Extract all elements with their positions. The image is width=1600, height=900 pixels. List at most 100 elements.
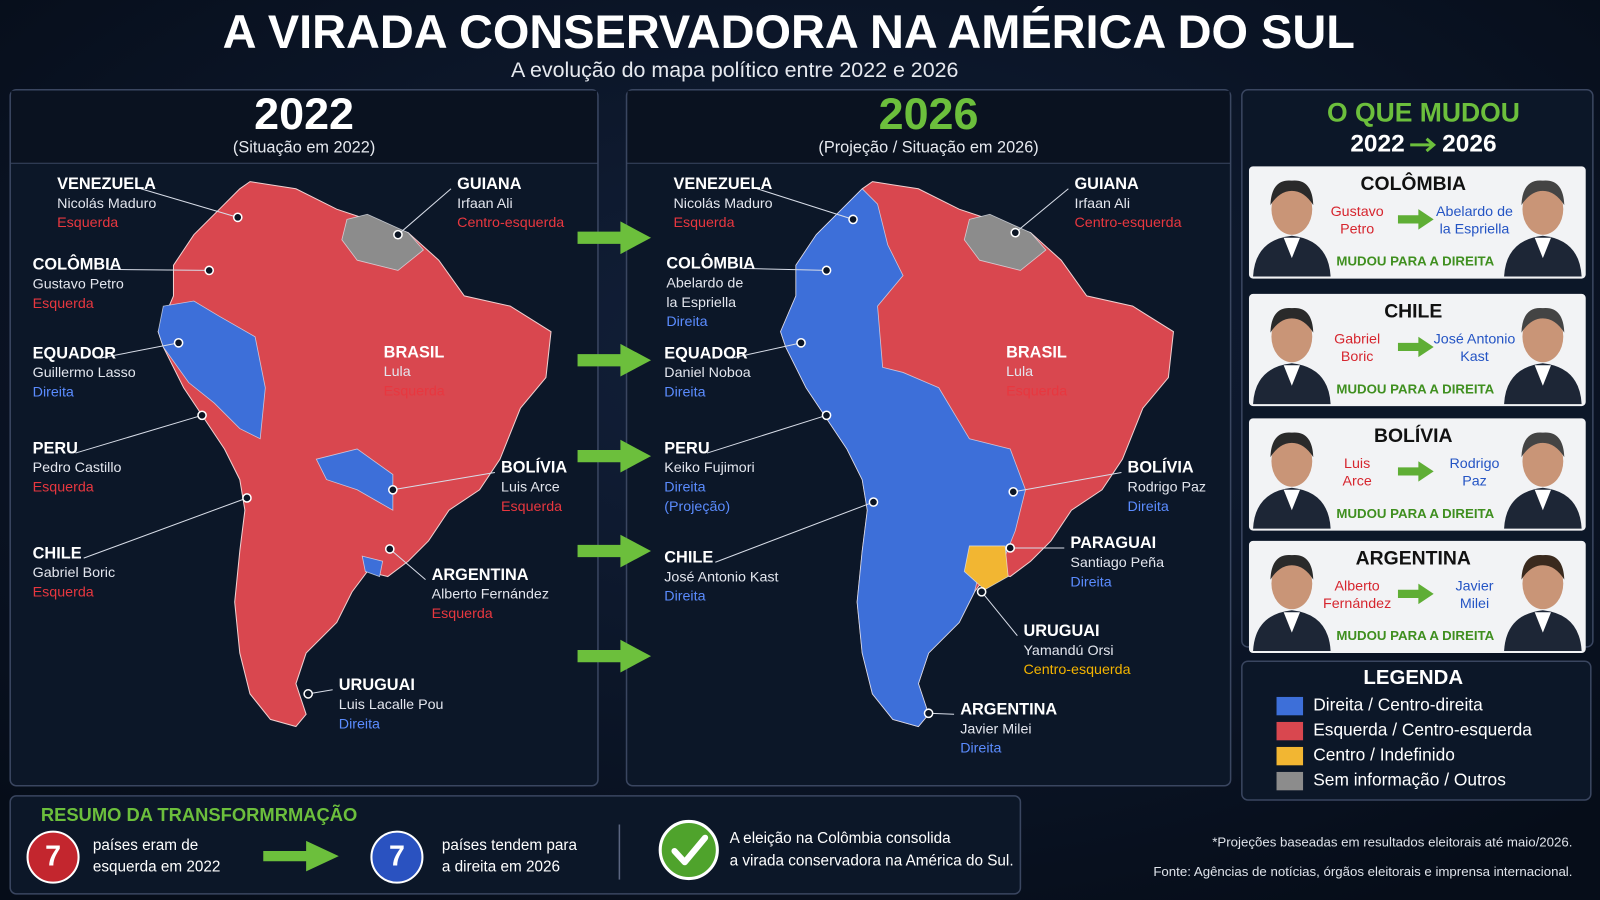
portrait-head bbox=[1522, 183, 1564, 235]
count-text: a direita em 2026 bbox=[442, 858, 560, 875]
portrait-collar bbox=[1534, 365, 1552, 386]
before-leader: Boric bbox=[1341, 349, 1374, 365]
portrait-collar bbox=[1283, 237, 1300, 259]
leader-name: Abelardo de bbox=[666, 275, 743, 291]
card-country: CHILE bbox=[1384, 300, 1442, 322]
leader-line bbox=[389, 548, 426, 580]
orientation: Esquerda bbox=[1006, 384, 1067, 400]
map-caption: (Projeção / Situação em 2026) bbox=[818, 138, 1038, 156]
leader-line bbox=[99, 342, 179, 359]
location-dot bbox=[1010, 227, 1021, 238]
location-dot bbox=[796, 338, 806, 348]
count-value: 7 bbox=[45, 841, 61, 873]
orientation: Esquerda bbox=[33, 480, 94, 496]
before-leader: Arce bbox=[1342, 473, 1371, 489]
country-name: URUGUAI bbox=[339, 676, 415, 694]
country-name: VENEZUELA bbox=[673, 175, 772, 193]
arrow bbox=[1410, 137, 1437, 153]
card-status: MUDOU PARA A DIREITA bbox=[1336, 381, 1494, 396]
leader-line bbox=[397, 188, 452, 236]
country-name: PERU bbox=[664, 439, 709, 457]
changes-to: 2026 bbox=[1442, 130, 1496, 157]
count-text: países eram de bbox=[93, 837, 198, 854]
portrait-head bbox=[1522, 558, 1564, 610]
country-region bbox=[341, 213, 425, 271]
leader-name: Luis Arce bbox=[501, 480, 560, 496]
leader-name: Alberto Fernández bbox=[432, 587, 549, 603]
before-leader: Gabriel bbox=[1334, 332, 1380, 348]
before-leader: Gustavo bbox=[1331, 204, 1384, 220]
leader-name: Gustavo Petro bbox=[33, 276, 124, 292]
orientation: Direita bbox=[33, 385, 74, 401]
map-panel-header bbox=[11, 90, 597, 164]
map-year: 2022 bbox=[254, 88, 354, 139]
subtitle: A evolução do mapa político entre 2022 e… bbox=[511, 58, 958, 82]
leader-line bbox=[108, 268, 210, 271]
location-dot bbox=[821, 265, 832, 276]
orientation: Direita bbox=[1128, 499, 1169, 515]
location-dot bbox=[303, 689, 314, 699]
legend-swatch bbox=[1276, 771, 1304, 791]
before-leader: Luis bbox=[1344, 456, 1370, 472]
after-leader: Paz bbox=[1462, 473, 1487, 489]
portrait-head bbox=[1271, 435, 1313, 487]
orientation: Esquerda bbox=[673, 215, 734, 231]
location-dot bbox=[821, 410, 832, 421]
after-leader: Javier bbox=[1455, 579, 1493, 595]
country-name: PARAGUAI bbox=[1070, 534, 1156, 552]
country-name: COLÔMBIA bbox=[666, 254, 755, 273]
portrait-hair bbox=[1270, 308, 1314, 333]
leader-name: Irfaan Ali bbox=[457, 196, 513, 212]
legend-title: LEGENDA bbox=[1363, 667, 1463, 689]
legend-swatch bbox=[1276, 721, 1304, 741]
location-dot bbox=[197, 410, 207, 421]
portrait-head bbox=[1522, 435, 1564, 487]
footnote: *Projeções baseadas em resultados eleito… bbox=[1212, 834, 1572, 849]
orientation: Esquerda bbox=[384, 384, 445, 400]
leader-line bbox=[731, 342, 802, 359]
count-circle bbox=[370, 830, 424, 884]
portrait-hair bbox=[1521, 308, 1565, 333]
orientation: (Projeção) bbox=[664, 499, 730, 515]
leader-line bbox=[83, 497, 248, 559]
map-panel-header bbox=[627, 90, 1230, 164]
leader-name: Nicolás Maduro bbox=[57, 196, 156, 212]
leader-name: José Antonio Kast bbox=[664, 569, 778, 585]
orientation: Esquerda bbox=[57, 215, 118, 231]
leader-name: Javier Milei bbox=[960, 721, 1031, 737]
portrait-hair bbox=[1521, 180, 1565, 206]
legend-label: Direita / Centro-direita bbox=[1313, 695, 1483, 715]
country-region bbox=[361, 555, 384, 578]
orientation: Esquerda bbox=[501, 499, 562, 515]
leader-line bbox=[140, 188, 238, 218]
orientation: Centro-esquerda bbox=[1023, 662, 1130, 678]
count-circle bbox=[26, 830, 80, 884]
country-region bbox=[315, 448, 394, 511]
country-region bbox=[157, 300, 266, 440]
portrait-hair bbox=[1521, 432, 1565, 458]
orientation: Direita bbox=[664, 385, 705, 401]
portrait-collar bbox=[1534, 237, 1552, 259]
portrait-hair bbox=[1270, 432, 1314, 458]
leader-name: Irfaan Ali bbox=[1074, 196, 1130, 212]
after-leader: José Antonio bbox=[1434, 332, 1516, 348]
country-name: URUGUAI bbox=[1023, 622, 1099, 640]
leader-line bbox=[715, 501, 874, 563]
leader-name: Pedro Castillo bbox=[33, 460, 122, 476]
before-leader: Petro bbox=[1340, 221, 1374, 237]
leader-line bbox=[1013, 471, 1122, 493]
summary-panel bbox=[9, 795, 1022, 895]
legend-panel bbox=[1241, 660, 1592, 801]
leader-line bbox=[706, 414, 827, 454]
leader-name: la Espriella bbox=[666, 295, 736, 311]
footnote: Fonte: Agências de notícias, órgãos elei… bbox=[1153, 864, 1572, 879]
after-leader: Rodrigo bbox=[1450, 456, 1500, 472]
check-mark bbox=[671, 834, 709, 866]
leader-line bbox=[741, 267, 827, 271]
country-name: VENEZUELA bbox=[57, 175, 156, 193]
count-text: esquerda em 2022 bbox=[93, 858, 221, 875]
legend-label: Centro / Indefinido bbox=[1313, 745, 1455, 765]
country-name: ARGENTINA bbox=[960, 701, 1057, 719]
location-dot bbox=[242, 493, 252, 503]
